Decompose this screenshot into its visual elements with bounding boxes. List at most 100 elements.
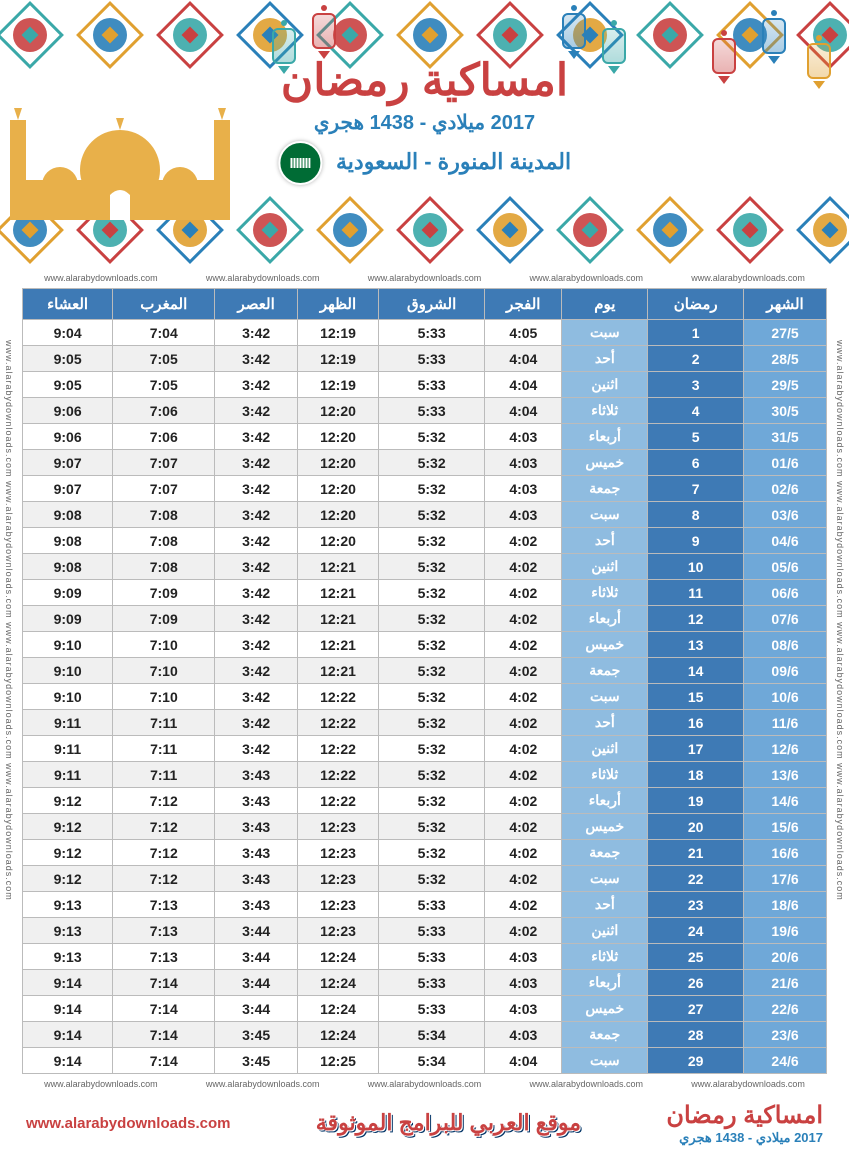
cell-time: 9:11: [23, 762, 113, 788]
cell-time: 9:14: [23, 970, 113, 996]
cell-time: 3:44: [215, 996, 298, 1022]
cell-time: 12:25: [298, 1048, 379, 1074]
cell-time: 5:33: [378, 918, 484, 944]
cell-time: 9:10: [23, 658, 113, 684]
table-row: 18/623أحد4:025:3312:233:437:139:13: [23, 892, 827, 918]
cell-time: 7:08: [113, 528, 215, 554]
cell-month: 12/6: [744, 736, 827, 762]
cell-month: 09/6: [744, 658, 827, 684]
watermark-text: www.alarabydownloads.com: [206, 1079, 320, 1089]
cell-time: 9:09: [23, 580, 113, 606]
cell-time: 9:10: [23, 684, 113, 710]
cell-time: 12:21: [298, 606, 379, 632]
cell-time: 9:08: [23, 554, 113, 580]
cell-time: 3:45: [215, 1048, 298, 1074]
cell-time: 12:20: [298, 398, 379, 424]
cell-time: 4:04: [485, 1048, 562, 1074]
cell-day: أحد: [562, 710, 648, 736]
col-header: العشاء: [23, 289, 113, 320]
col-header: الشروق: [378, 289, 484, 320]
table-row: 07/612أربعاء4:025:3212:213:427:099:09: [23, 606, 827, 632]
cell-time: 3:42: [215, 684, 298, 710]
cell-ramadan: 19: [648, 788, 744, 814]
cell-day: أربعاء: [562, 788, 648, 814]
cell-day: جمعة: [562, 476, 648, 502]
cell-day: أحد: [562, 892, 648, 918]
footer-right: امساكية رمضان 2017 ميلادي - 1438 هجري: [666, 1101, 823, 1146]
cell-time: 5:33: [378, 996, 484, 1022]
cell-time: 9:12: [23, 814, 113, 840]
cell-time: 4:03: [485, 502, 562, 528]
footer-year: 2017 ميلادي - 1438 هجري: [666, 1130, 823, 1146]
cell-time: 4:02: [485, 892, 562, 918]
cell-month: 31/5: [744, 424, 827, 450]
cell-ramadan: 28: [648, 1022, 744, 1048]
cell-time: 9:06: [23, 424, 113, 450]
cell-time: 12:23: [298, 840, 379, 866]
lantern-icon: [760, 10, 788, 64]
cell-time: 4:02: [485, 658, 562, 684]
cell-month: 30/5: [744, 398, 827, 424]
table-row: 04/69أحد4:025:3212:203:427:089:08: [23, 528, 827, 554]
lantern-icon: [710, 30, 738, 84]
cell-time: 5:32: [378, 736, 484, 762]
cell-time: 7:05: [113, 372, 215, 398]
cell-ramadan: 10: [648, 554, 744, 580]
cell-time: 7:10: [113, 632, 215, 658]
cell-ramadan: 14: [648, 658, 744, 684]
cell-time: 12:21: [298, 658, 379, 684]
watermark-right: www.alarabydownloads.com www.alarabydown…: [835, 340, 845, 901]
cell-time: 7:13: [113, 944, 215, 970]
watermark-text: www.alarabydownloads.com: [44, 273, 158, 283]
footer-url: www.alarabydownloads.com: [26, 1115, 231, 1132]
table-row: 13/618ثلاثاء4:025:3212:223:437:119:11: [23, 762, 827, 788]
prayer-times-table: الشهررمضانيومالفجرالشروقالظهرالعصرالمغرب…: [22, 288, 827, 1074]
table-row: 01/66خميس4:035:3212:203:427:079:07: [23, 450, 827, 476]
cell-time: 4:04: [485, 346, 562, 372]
cell-time: 12:21: [298, 580, 379, 606]
cell-time: 5:33: [378, 970, 484, 996]
cell-ramadan: 22: [648, 866, 744, 892]
cell-time: 9:09: [23, 606, 113, 632]
cell-day: أحد: [562, 346, 648, 372]
table-row: 15/620خميس4:025:3212:233:437:129:12: [23, 814, 827, 840]
location-text: المدينة المنورة - السعودية: [336, 149, 571, 174]
cell-time: 9:12: [23, 866, 113, 892]
cell-time: 4:02: [485, 580, 562, 606]
cell-time: 3:42: [215, 554, 298, 580]
cell-time: 9:04: [23, 320, 113, 346]
col-header: يوم: [562, 289, 648, 320]
table-row: 31/55أربعاء4:035:3212:203:427:069:06: [23, 424, 827, 450]
cell-time: 7:14: [113, 1022, 215, 1048]
table-row: 30/54ثلاثاء4:045:3312:203:427:069:06: [23, 398, 827, 424]
watermark-top: www.alarabydownloads.com www.alarabydownl…: [0, 270, 849, 286]
cell-time: 4:03: [485, 476, 562, 502]
cell-month: 23/6: [744, 1022, 827, 1048]
cell-month: 21/6: [744, 970, 827, 996]
watermark-text: www.alarabydownloads.com: [530, 1079, 644, 1089]
cell-ramadan: 29: [648, 1048, 744, 1074]
cell-time: 5:32: [378, 502, 484, 528]
cell-time: 4:04: [485, 372, 562, 398]
cell-time: 12:21: [298, 554, 379, 580]
cell-time: 9:14: [23, 1048, 113, 1074]
cell-month: 18/6: [744, 892, 827, 918]
watermark-text: www.alarabydownloads.com: [206, 273, 320, 283]
table-row: 02/67جمعة4:035:3212:203:427:079:07: [23, 476, 827, 502]
cell-day: أربعاء: [562, 606, 648, 632]
table-row: 11/616أحد4:025:3212:223:427:119:11: [23, 710, 827, 736]
cell-month: 15/6: [744, 814, 827, 840]
cell-time: 12:20: [298, 476, 379, 502]
cell-time: 9:11: [23, 710, 113, 736]
cell-time: 3:43: [215, 892, 298, 918]
table-row: 06/611ثلاثاء4:025:3212:213:427:099:09: [23, 580, 827, 606]
cell-time: 5:33: [378, 372, 484, 398]
cell-time: 4:05: [485, 320, 562, 346]
table-row: 21/626أربعاء4:035:3312:243:447:149:14: [23, 970, 827, 996]
watermark-text: www.alarabydownloads.com: [368, 1079, 482, 1089]
cell-month: 05/6: [744, 554, 827, 580]
cell-time: 7:12: [113, 866, 215, 892]
cell-time: 4:02: [485, 736, 562, 762]
watermark-text: www.alarabydownloads.com: [368, 273, 482, 283]
table-row: 10/615سبت4:025:3212:223:427:109:10: [23, 684, 827, 710]
